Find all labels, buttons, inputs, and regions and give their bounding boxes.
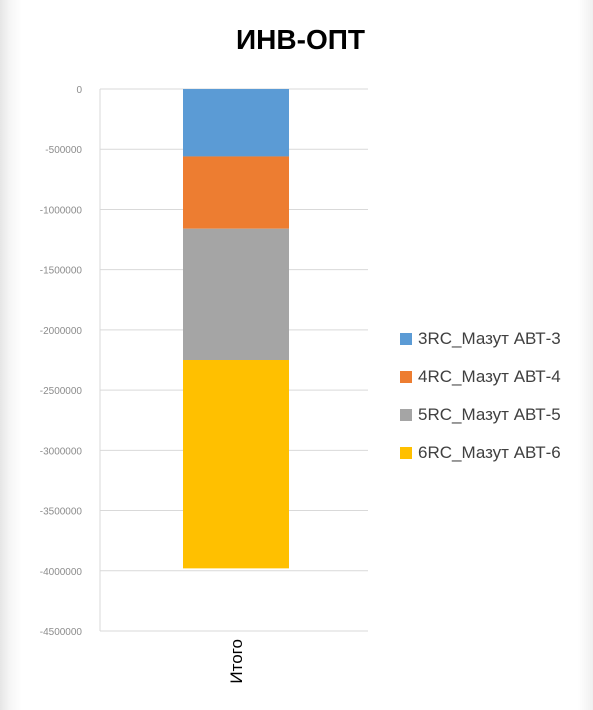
x-category-label: Итого [227, 639, 246, 684]
y-tick-label: -2500000 [40, 386, 83, 397]
legend-item-series-1: 3RC_Мазут АВТ-3 [400, 320, 561, 358]
y-tick-label: -3500000 [40, 507, 83, 518]
legend: 3RC_Мазут АВТ-3 4RC_Мазут АВТ-4 5RC_Мазут … [400, 320, 561, 472]
legend-swatch [400, 371, 412, 383]
legend-swatch [400, 447, 412, 459]
y-tick-label: -4000000 [40, 567, 83, 578]
bar-segment-series-3 [183, 228, 289, 360]
chart-title: ИНВ-ОПТ [236, 24, 365, 55]
bar-segment-series-1 [183, 89, 289, 157]
y-tick-label: -1500000 [40, 266, 83, 277]
legend-item-series-2: 4RC_Мазут АВТ-4 [400, 358, 561, 396]
y-tick-label: -3000000 [40, 446, 83, 457]
legend-swatch [400, 333, 412, 345]
bar-segment-series-2 [183, 156, 289, 229]
y-tick-label: -1000000 [40, 205, 83, 216]
legend-swatch [400, 409, 412, 421]
bar-segment-series-4 [183, 360, 289, 569]
legend-label: 3RC_Мазут АВТ-3 [418, 329, 561, 348]
legend-label: 5RC_Мазут АВТ-5 [418, 405, 561, 424]
y-tick-label: -4500000 [40, 627, 83, 638]
y-tick-label: 0 [76, 85, 82, 96]
y-tick-label: -500000 [45, 145, 82, 156]
legend-item-series-4: 6RC_Мазут АВТ-6 [400, 434, 561, 472]
y-tick-label: -2000000 [40, 326, 83, 337]
legend-item-series-3: 5RC_Мазут АВТ-5 [400, 396, 561, 434]
legend-label: 6RC_Мазут АВТ-6 [418, 443, 561, 462]
legend-label: 4RC_Мазут АВТ-4 [418, 367, 561, 386]
